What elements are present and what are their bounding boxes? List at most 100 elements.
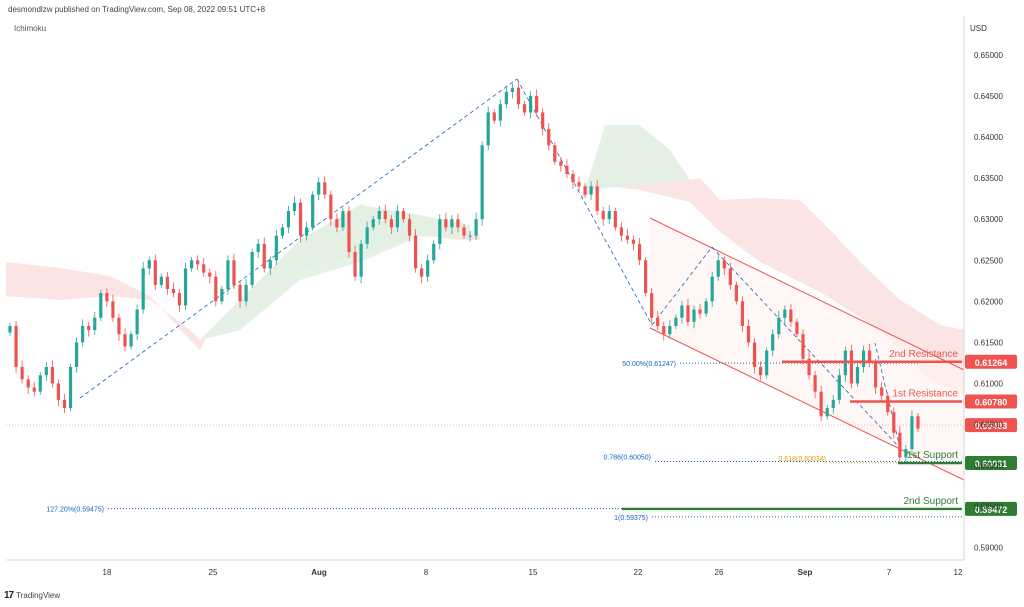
channel-lower-line: [649, 327, 965, 481]
candle-body: [268, 260, 272, 269]
candle-body: [710, 276, 714, 302]
x-tick-label: 15: [529, 568, 538, 577]
candle-body: [456, 219, 460, 228]
candle-body: [426, 260, 430, 277]
candle-body: [510, 87, 515, 92]
fib-level-label: 50.00%(0.61247): [622, 361, 676, 368]
candle-body: [444, 219, 448, 228]
ichimoku-cloud-bullish: [200, 205, 470, 340]
candle-body: [722, 260, 726, 269]
price-tag-label: 0.60780: [975, 398, 1008, 408]
sr-level-label: 1st Support: [907, 450, 958, 461]
candle-body: [262, 243, 266, 269]
candle-body: [32, 387, 36, 392]
candle-body: [196, 260, 200, 265]
candle-body: [589, 186, 593, 195]
candle-body: [904, 449, 908, 458]
fib-level-label: 1(0.59375): [614, 515, 648, 522]
candle-body: [14, 325, 18, 368]
candle-body: [123, 334, 127, 347]
x-tick-label: 18: [103, 568, 112, 577]
candle-body: [274, 235, 278, 261]
sr-level-label: 2nd Resistance: [889, 349, 958, 360]
footer-brand-label: TradingView: [16, 591, 61, 600]
candle-body: [559, 161, 563, 166]
candle-body: [656, 317, 660, 326]
candle-body: [752, 342, 757, 368]
fib-level-label: 0.618(0.60034): [779, 456, 826, 463]
candle-body: [177, 293, 182, 306]
candle-body: [522, 104, 527, 113]
candle-body: [256, 243, 260, 253]
candle-body: [516, 87, 521, 105]
candle-body: [674, 317, 678, 326]
candle-body: [147, 260, 151, 269]
candle-body: [607, 210, 611, 220]
candle-body: [81, 325, 85, 343]
candle-body: [105, 293, 109, 302]
price-tag: [965, 456, 1017, 471]
candle-body: [99, 293, 103, 318]
candle-body: [740, 301, 745, 326]
candle-body: [637, 243, 642, 261]
candle-body: [650, 293, 654, 318]
price-tag-label: 0.60493: [975, 421, 1008, 431]
candle-body: [734, 284, 738, 302]
channel-upper-line: [649, 217, 965, 371]
candle-body: [462, 227, 466, 236]
fib-trend-line: [874, 342, 901, 449]
candle-body: [504, 91, 508, 105]
candle-body: [680, 305, 684, 318]
candle-body: [644, 260, 648, 294]
y-tick-label: 0.63000: [974, 215, 1003, 224]
candle-body: [746, 325, 751, 343]
candle-body: [202, 264, 206, 273]
candle-body: [244, 284, 248, 302]
candle-body: [541, 112, 545, 129]
candle-body: [371, 219, 375, 228]
candle-body: [153, 260, 157, 285]
candle-body: [553, 145, 557, 162]
candle-body: [619, 227, 623, 236]
candle-body: [44, 367, 48, 376]
x-tick-label: Sep: [798, 568, 813, 577]
price-tag: [965, 354, 1017, 369]
candle-body: [801, 334, 805, 359]
fib-trend-line: [651, 246, 713, 326]
candle-body: [226, 260, 230, 289]
candle-body: [468, 235, 472, 237]
candle-body: [317, 182, 321, 195]
candle-body: [395, 210, 400, 228]
candle-body: [916, 416, 920, 429]
candle-body: [26, 379, 30, 388]
candle-body: [625, 235, 630, 240]
fib-level-label: 127.20%(0.59475): [46, 507, 104, 514]
fib-trend-line: [711, 246, 901, 449]
indicator-label: Ichimoku: [14, 24, 47, 33]
candle-body: [159, 276, 163, 285]
candle-body: [129, 334, 133, 347]
fib-trend-line: [516, 78, 653, 326]
x-tick-label: 8: [424, 568, 429, 577]
ichimoku-cloud-bullish: [585, 125, 690, 190]
price-tag-label: 0.61264: [975, 358, 1008, 368]
candle-body: [528, 96, 533, 113]
candle-body: [837, 375, 841, 400]
candle-body: [577, 182, 581, 187]
candle-body: [595, 186, 599, 211]
y-tick-label: 0.60500: [974, 421, 1003, 430]
candle-body: [807, 358, 811, 376]
y-tick-label: 0.59500: [974, 503, 1003, 512]
candle-body: [208, 272, 212, 277]
candle-body: [789, 309, 793, 322]
candle-body: [813, 375, 817, 392]
ichimoku-cloud-bearish: [580, 128, 964, 395]
y-tick-label: 0.63500: [974, 174, 1003, 183]
candle-body: [880, 387, 884, 396]
candle-body: [698, 309, 702, 314]
y-tick-label: 0.65000: [974, 51, 1003, 60]
price-tag: [965, 418, 1017, 433]
candle-body: [87, 325, 91, 331]
